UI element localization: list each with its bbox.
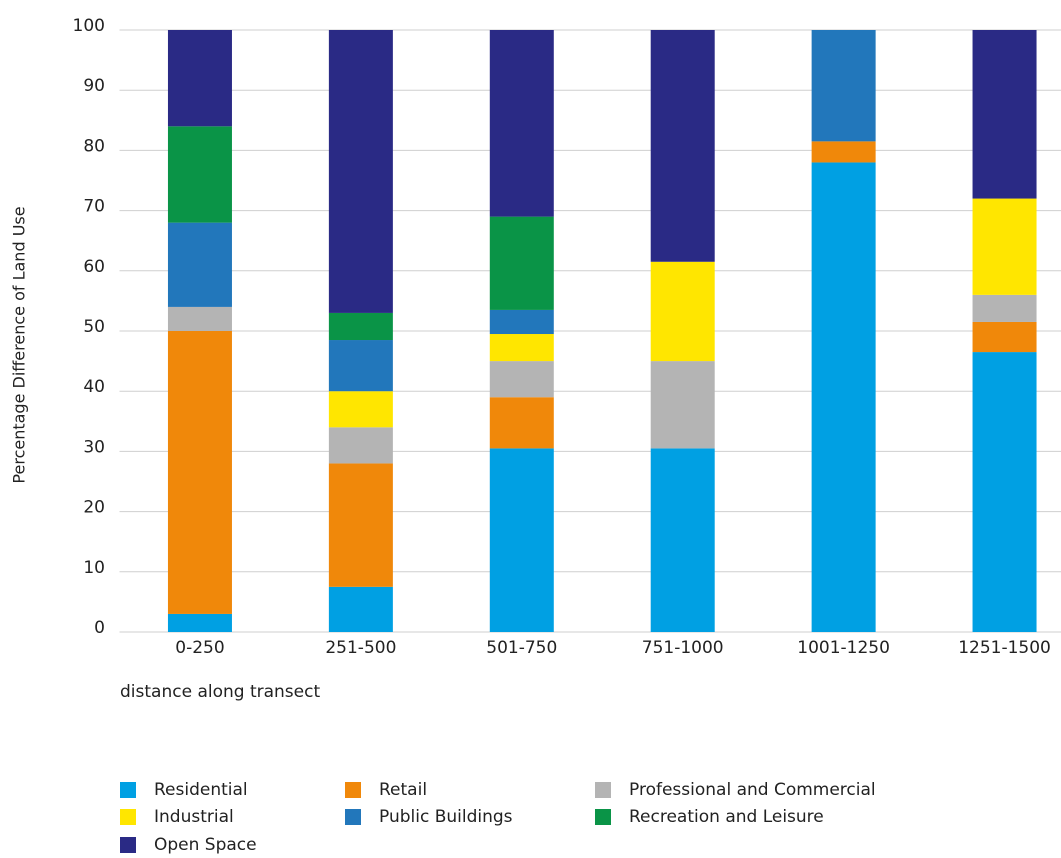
- y-tick-label: 80: [83, 136, 105, 156]
- bar-segment: [328, 340, 393, 392]
- y-tick-label: 100: [73, 16, 105, 36]
- legend-label: Recreation and Leisure: [629, 807, 824, 827]
- y-tick-label: 30: [83, 437, 105, 457]
- legend-label: Retail: [379, 780, 427, 800]
- bar-segment: [489, 397, 554, 449]
- legend-label: Residential: [154, 780, 248, 800]
- bar-segment: [972, 198, 1037, 295]
- bar-segment: [972, 321, 1037, 353]
- bar-segment: [328, 463, 393, 587]
- bar-segment: [811, 141, 876, 163]
- bar-segment: [167, 30, 232, 127]
- x-tick-label: 1001-1250: [797, 638, 890, 658]
- y-tick-label: 90: [83, 76, 105, 96]
- legend-swatch: [345, 809, 361, 825]
- bar-segment: [167, 222, 232, 307]
- legend-swatch: [120, 837, 136, 853]
- x-tick-label: 751-1000: [642, 638, 724, 658]
- y-tick-label: 20: [83, 498, 105, 518]
- bar-segment: [489, 448, 554, 632]
- bar-segment: [167, 613, 232, 632]
- bar-segment: [328, 427, 393, 464]
- y-tick-label: 40: [83, 377, 105, 397]
- bar-segment: [328, 30, 393, 313]
- bar-segment: [811, 162, 876, 632]
- x-tick-label: 501-750: [486, 638, 557, 658]
- y-tick-label: 50: [83, 317, 105, 337]
- x-tick-label: 0-250: [175, 638, 224, 658]
- bar-segment: [167, 331, 232, 614]
- bar-segment: [489, 30, 554, 217]
- legend-swatch: [120, 782, 136, 798]
- bar-segment: [489, 361, 554, 398]
- bar-segment: [489, 216, 554, 310]
- bar-segment: [328, 391, 393, 428]
- bar-segment: [489, 334, 554, 362]
- legend-swatch: [345, 782, 361, 798]
- legend-label: Industrial: [154, 807, 234, 827]
- bar-segment: [972, 352, 1037, 632]
- y-tick-label: 10: [83, 558, 105, 578]
- legend-swatch: [120, 809, 136, 825]
- bar-segment: [972, 30, 1037, 199]
- bar-segment: [972, 294, 1037, 322]
- bar-segment: [811, 30, 876, 142]
- bar-segment: [650, 361, 715, 449]
- y-tick-label: 70: [83, 197, 105, 217]
- bar-segment: [328, 312, 393, 341]
- y-tick-label: 60: [83, 257, 105, 277]
- legend-label: Public Buildings: [379, 807, 513, 827]
- bar-segment: [650, 30, 715, 262]
- bar-segment: [650, 448, 715, 632]
- y-axis-label: Percentage Difference of Land Use: [10, 206, 29, 483]
- bar-segment: [167, 126, 232, 223]
- legend-swatch: [595, 782, 611, 798]
- x-tick-label: 1251-1500: [958, 638, 1051, 658]
- y-tick-label: 0: [94, 618, 105, 638]
- bar-segment: [489, 309, 554, 335]
- legend-label: Professional and Commercial: [629, 780, 876, 800]
- bar-segment: [328, 586, 393, 632]
- x-tick-label: 251-500: [325, 638, 396, 658]
- bar-segment: [650, 261, 715, 362]
- bar-segment: [167, 306, 232, 331]
- legend-label: Open Space: [154, 835, 257, 855]
- x-axis-label: distance along transect: [120, 682, 320, 702]
- legend-swatch: [595, 809, 611, 825]
